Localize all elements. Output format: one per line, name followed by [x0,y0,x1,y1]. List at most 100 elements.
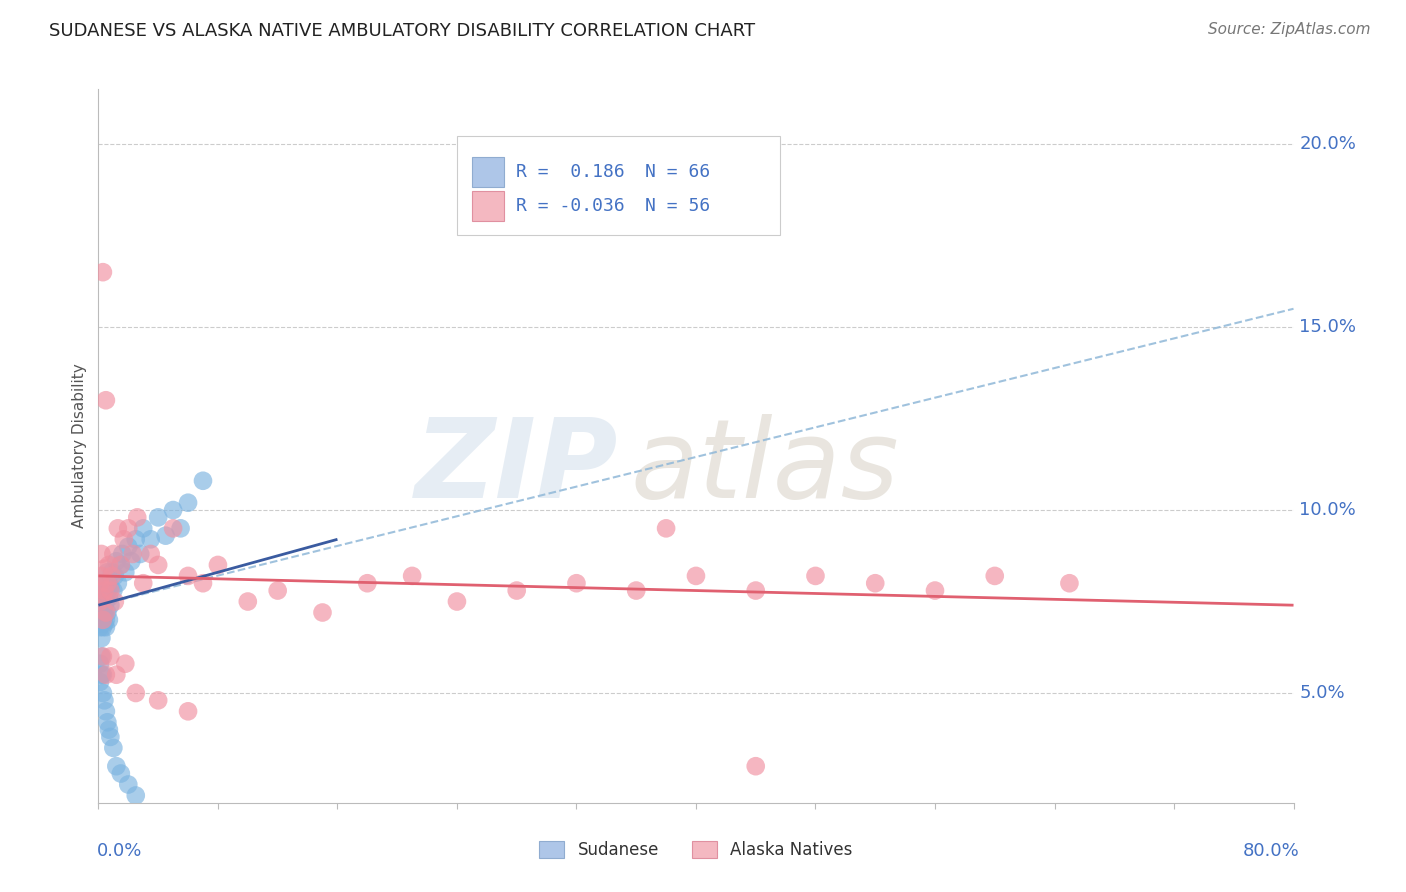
Point [93,606,115,620]
Point [865,576,887,591]
Point [110,558,132,572]
Text: 10.0%: 10.0% [1299,501,1357,519]
Text: Source: ZipAtlas.com: Source: ZipAtlas.com [1208,22,1371,37]
Point [356,576,378,591]
Point [91,620,114,634]
Text: R = -0.036: R = -0.036 [516,197,624,215]
Point [97,723,120,737]
Point [105,554,128,568]
Point [89,576,111,591]
Point [104,569,127,583]
Text: SUDANESE VS ALASKA NATIVE AMBULATORY DISABILITY CORRELATION CHART: SUDANESE VS ALASKA NATIVE AMBULATORY DIS… [49,22,755,40]
Point [93,616,115,631]
Point [148,510,170,524]
Point [91,587,114,601]
Point [105,667,128,681]
Point [96,566,118,580]
Point [984,569,1007,583]
Point [93,693,115,707]
Point [91,602,114,616]
Point [98,583,122,598]
Point [90,631,112,645]
Point [91,613,114,627]
Point [97,591,120,605]
Text: 20.0%: 20.0% [1299,135,1357,153]
Point [132,576,155,591]
Point [90,583,112,598]
Point [104,594,127,608]
FancyBboxPatch shape [472,191,503,221]
Point [91,686,114,700]
Point [125,533,148,547]
Point [177,704,200,718]
Point [565,576,588,591]
Point [125,789,148,803]
Point [626,583,648,598]
Point [745,759,768,773]
Point [924,583,946,598]
Point [191,474,214,488]
Point [90,667,112,681]
Point [177,569,200,583]
Point [94,393,117,408]
Point [98,649,122,664]
Point [148,558,170,572]
Point [89,602,111,616]
Point [97,613,120,627]
Y-axis label: Ambulatory Disability: Ambulatory Disability [72,364,87,528]
Point [110,558,132,572]
Point [91,609,114,624]
Point [91,591,114,605]
Point [96,715,118,730]
Point [91,594,114,608]
Point [117,777,139,791]
Point [90,649,112,664]
Point [91,667,114,681]
Point [121,547,143,561]
Point [311,606,333,620]
Point [139,547,162,561]
Point [96,576,118,591]
Point [89,620,111,634]
Point [506,583,529,598]
Point [101,569,124,583]
Point [139,533,162,547]
Point [148,693,170,707]
Point [103,547,125,561]
Point [117,540,139,554]
Point [129,547,152,561]
Point [1059,576,1081,591]
Point [94,667,117,681]
Text: 80.0%: 80.0% [1243,842,1299,860]
Point [94,594,117,608]
Point [93,583,115,598]
Point [125,686,148,700]
Point [162,521,184,535]
Point [267,583,290,598]
Point [103,740,125,755]
Legend: Sudanese, Alaska Natives: Sudanese, Alaska Natives [538,840,853,859]
Point [94,620,117,634]
Point [114,566,136,580]
Point [98,598,122,612]
Text: 5.0%: 5.0% [1299,684,1346,702]
Text: atlas: atlas [630,414,898,521]
Point [98,580,122,594]
Point [117,521,139,535]
Point [94,606,117,620]
Point [105,759,128,773]
Point [177,496,200,510]
Point [91,265,114,279]
Point [89,675,111,690]
Point [89,591,111,605]
Point [745,583,768,598]
Point [90,547,112,561]
Text: N = 66: N = 66 [644,162,710,180]
FancyBboxPatch shape [472,157,503,186]
Point [90,598,112,612]
Point [804,569,827,583]
Point [110,766,132,780]
Point [96,583,118,598]
Point [97,558,120,572]
Text: ZIP: ZIP [415,414,619,521]
